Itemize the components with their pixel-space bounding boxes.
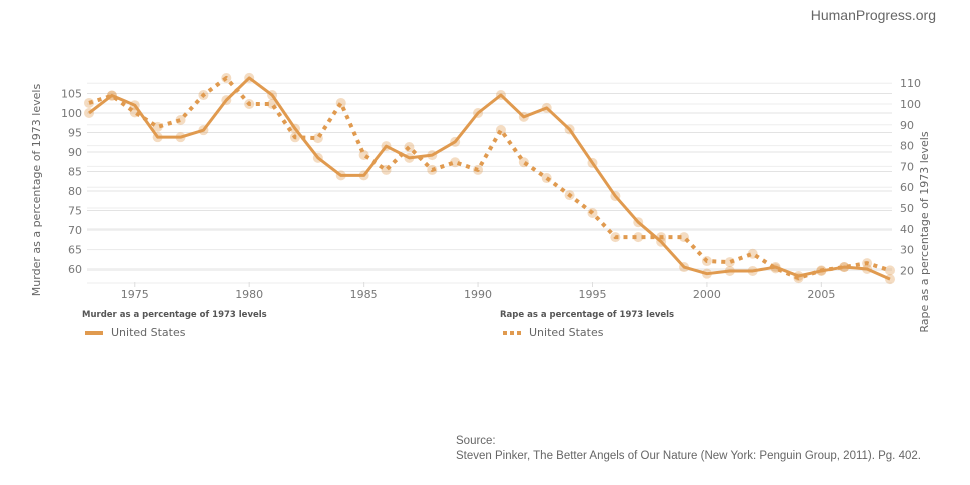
- y-right-tick-label: 20: [900, 264, 914, 277]
- data-point: [404, 142, 415, 153]
- gridlines: [87, 82, 892, 284]
- series-layer: [84, 72, 895, 285]
- y-right-tick-label: 70: [900, 160, 914, 173]
- legend-murder[interactable]: Murder as a percentage of 1973 levels Un…: [82, 310, 267, 339]
- y-left-tick-label: 75: [68, 205, 82, 218]
- y-left-tick-label: 90: [68, 146, 82, 159]
- y-right-tick-label: 40: [900, 223, 914, 236]
- y-right-tick-label: 60: [900, 181, 914, 194]
- legend-item-murder-us[interactable]: United States: [82, 326, 267, 339]
- x-tick-label: 1975: [121, 288, 149, 301]
- source-citation: Steven Pinker, The Better Angels of Our …: [456, 450, 921, 462]
- y-right-tick-label: 80: [900, 140, 914, 153]
- x-tick-label: 2005: [807, 288, 835, 301]
- y-right-tick-label: 90: [900, 119, 914, 132]
- data-point: [839, 262, 850, 273]
- line-chart: 60 65 70 75 80 85 90 95 100 105 20 30 40 50 60 70 80 90 1…: [30, 72, 931, 333]
- x-axis: 1975 1980 1985 1990 1995 2000 2005: [121, 282, 835, 301]
- y-axis-left-title: Murder as a percentage of 1973 levels: [30, 84, 43, 297]
- dotted-line-swatch-icon: [503, 330, 521, 335]
- legend-item-rape-us[interactable]: United States: [500, 326, 674, 339]
- x-tick-label: 1980: [235, 288, 263, 301]
- y-axis-right-title: Rape as a percentage of 1973 levels: [918, 131, 931, 332]
- legend-item-label: United States: [529, 326, 604, 339]
- y-left-tick-label: 65: [68, 244, 82, 257]
- series-line: [88, 76, 891, 281]
- y-right-tick-label: 30: [900, 244, 914, 257]
- y-left-tick-label: 80: [68, 185, 82, 198]
- data-point: [633, 232, 644, 243]
- x-tick-label: 1985: [350, 288, 378, 301]
- series-rape: [84, 73, 895, 284]
- x-tick-label: 1995: [578, 288, 606, 301]
- brand-logo-text[interactable]: HumanProgress.org: [810, 7, 936, 23]
- y-left-tick-label: 105: [61, 88, 82, 101]
- data-point: [885, 265, 895, 276]
- series-line: [88, 76, 891, 281]
- y-left-tick-label: 85: [68, 166, 82, 179]
- y-right-tick-label: 50: [900, 202, 914, 215]
- y-left-tick-label: 95: [68, 127, 82, 140]
- series-murder: [84, 72, 895, 285]
- source-note: Source: Steven Pinker, The Better Angels…: [456, 434, 921, 464]
- y-left-tick-label: 100: [61, 107, 82, 120]
- y-axis-right: 20 30 40 50 60 70 80 90 100 110: [900, 77, 921, 277]
- solid-line-swatch-icon: [85, 330, 103, 335]
- y-left-tick-label: 60: [68, 263, 82, 276]
- x-tick-label: 2000: [693, 288, 721, 301]
- y-right-tick-label: 100: [900, 98, 921, 111]
- y-left-tick-label: 70: [68, 224, 82, 237]
- x-tick-label: 1990: [464, 288, 492, 301]
- legend-title: Rape as a percentage of 1973 levels: [500, 310, 675, 320]
- legend-rape[interactable]: Rape as a percentage of 1973 levels Unit…: [500, 310, 674, 339]
- legend-title: Murder as a percentage of 1973 levels: [82, 310, 267, 320]
- y-right-tick-label: 110: [900, 77, 921, 90]
- legend-item-label: United States: [111, 326, 186, 339]
- y-axis-left: 60 65 70 75 80 85 90 95 100 105: [61, 88, 82, 277]
- source-label: Source:: [456, 435, 496, 447]
